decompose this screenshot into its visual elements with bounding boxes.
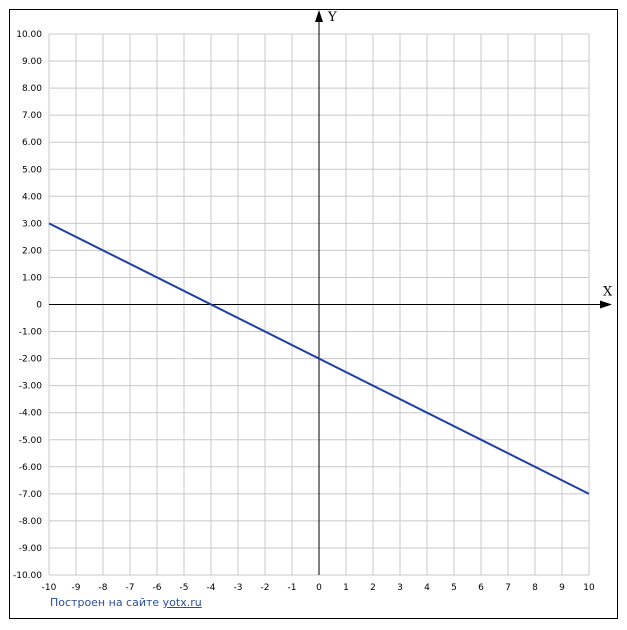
x-tick-label: -2 bbox=[261, 583, 270, 593]
y-axis-name: Y bbox=[327, 10, 337, 25]
series-line bbox=[48, 222, 590, 495]
y-tick-label: -7.00 bbox=[19, 490, 43, 500]
x-tick-labels: -10 -9 -8 -7 -6 -5 -4 -3 -2 -1 0 1 2 3 4 5 6 7 8 9 10 bbox=[42, 583, 595, 593]
y-tick-label: 3.00 bbox=[22, 219, 42, 229]
x-tick-label: 4 bbox=[424, 583, 430, 593]
x-tick-label: 8 bbox=[532, 583, 538, 593]
x-tick-label: -8 bbox=[99, 583, 108, 593]
y-tick-label: -3.00 bbox=[19, 382, 43, 392]
y-tick-label: -5.00 bbox=[19, 436, 43, 446]
x-tick-label: -5 bbox=[180, 583, 189, 593]
y-tick-label: 1.00 bbox=[22, 273, 42, 283]
x-tick-label: 7 bbox=[505, 583, 511, 593]
y-tick-label: 9.00 bbox=[22, 57, 42, 67]
x-tick-label: -10 bbox=[42, 583, 57, 593]
x-tick-label: 9 bbox=[559, 583, 565, 593]
x-tick-label: -4 bbox=[207, 583, 216, 593]
x-axis-arrow bbox=[600, 300, 612, 309]
x-tick-label: -7 bbox=[126, 583, 135, 593]
x-tick-label: -1 bbox=[288, 583, 297, 593]
x-tick-label: 6 bbox=[478, 583, 484, 593]
y-tick-label: 0 bbox=[36, 301, 42, 311]
y-tick-label: -8.00 bbox=[19, 517, 43, 527]
y-tick-label: 6.00 bbox=[22, 138, 42, 148]
y-tick-label: 2.00 bbox=[22, 246, 42, 256]
x-tick-label: -6 bbox=[153, 583, 162, 593]
y-tick-label: 8.00 bbox=[22, 84, 42, 94]
y-tick-label: -2.00 bbox=[19, 355, 43, 365]
y-tick-label: -4.00 bbox=[19, 409, 43, 419]
axes bbox=[49, 10, 612, 575]
y-tick-label: -10.00 bbox=[13, 571, 42, 581]
x-tick-label: -9 bbox=[72, 583, 81, 593]
y-axis-arrow bbox=[315, 10, 323, 22]
credit-link[interactable]: yotx.ru bbox=[162, 596, 202, 609]
x-axis-name: X bbox=[603, 285, 613, 300]
credit-text: Построен на сайте bbox=[50, 596, 160, 609]
y-tick-label: 5.00 bbox=[22, 165, 42, 175]
y-tick-label: 7.00 bbox=[22, 111, 42, 121]
x-tick-label: 3 bbox=[397, 583, 403, 593]
x-tick-label: 0 bbox=[316, 583, 322, 593]
y-tick-label: 4.00 bbox=[22, 192, 42, 202]
y-tick-label: 10.00 bbox=[16, 30, 42, 40]
x-tick-label: 2 bbox=[370, 583, 376, 593]
x-tick-label: -3 bbox=[234, 583, 243, 593]
y-tick-label: -6.00 bbox=[19, 463, 43, 473]
series-group bbox=[48, 222, 590, 495]
y-tick-label: -9.00 bbox=[19, 544, 43, 554]
x-tick-label: 5 bbox=[451, 583, 457, 593]
x-tick-label: 1 bbox=[343, 583, 349, 593]
y-tick-labels: 10.00 9.00 8.00 7.00 6.00 5.00 4.00 3.00 2.00 1.0… bbox=[13, 30, 42, 581]
chart-frame bbox=[9, 9, 618, 619]
credit: Построен на сайте yotx.ru bbox=[50, 596, 202, 609]
x-tick-label: 10 bbox=[583, 583, 595, 593]
y-tick-label: -1.00 bbox=[19, 328, 43, 338]
